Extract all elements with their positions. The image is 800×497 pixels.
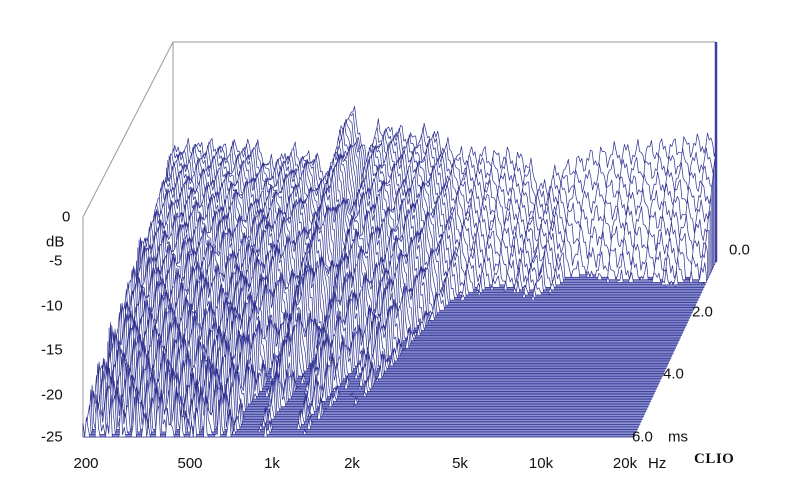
- y-tick-label: -5: [49, 252, 63, 270]
- decay-slice: [83, 388, 636, 435]
- decay-slice: [85, 389, 637, 433]
- decay-slice: [82, 391, 635, 438]
- y-tick-label: -10: [41, 297, 63, 315]
- y-tick-label: -25: [41, 428, 63, 446]
- x-tick-label: 10k: [528, 455, 554, 472]
- decay-slices: [82, 106, 717, 438]
- z-tick-label: 4.0: [663, 365, 684, 383]
- z-tick-label: 6.0: [632, 428, 653, 446]
- y-axis-unit: dB: [46, 233, 65, 251]
- z-tick-label: 2.0: [692, 303, 713, 321]
- y-tick-label: -15: [41, 341, 63, 359]
- x-tick-label: 5k: [452, 455, 468, 472]
- clio-brand-logo: CLIO: [694, 451, 735, 467]
- x-tick-label: 2k: [344, 455, 360, 472]
- x-tick-label: 200: [73, 455, 99, 472]
- x-axis-unit: Hz: [648, 455, 667, 472]
- y-tick-label: 0: [62, 208, 71, 226]
- x-tick-label: 1k: [264, 455, 280, 472]
- z-tick-label: 0.0: [729, 241, 750, 259]
- y-tick-label: -20: [41, 386, 63, 404]
- z-axis-unit: ms: [668, 428, 688, 446]
- decay-slice: [86, 384, 638, 430]
- x-tick-label: 500: [177, 455, 203, 472]
- x-tick-label: 20k: [612, 455, 638, 472]
